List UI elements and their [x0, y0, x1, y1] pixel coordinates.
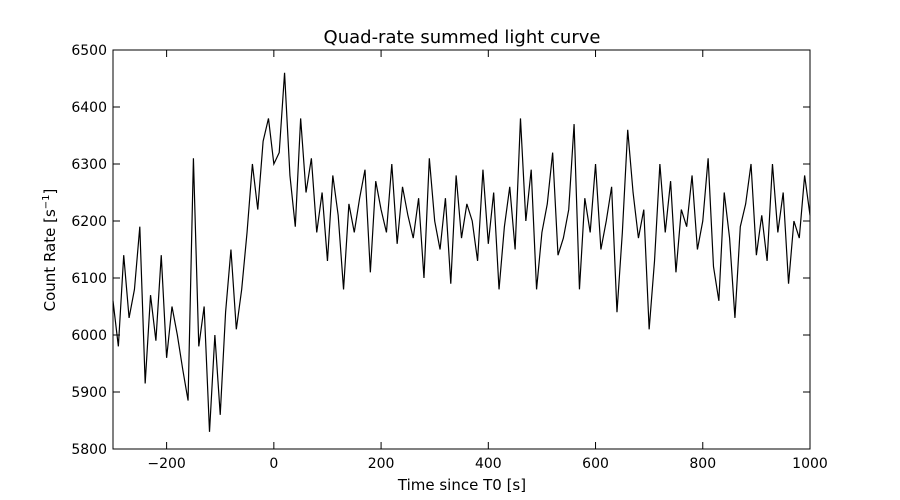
y-tick-label: 6400 [71, 100, 107, 116]
y-tick-label: 5800 [71, 442, 107, 458]
x-tick-label: −200 [147, 456, 185, 472]
plot-frame [112, 49, 811, 450]
x-tick-label: 1000 [792, 456, 828, 472]
y-tick-label: 5900 [71, 385, 107, 401]
y-axis-title-close: ] [41, 189, 59, 195]
y-tick-label: 6300 [71, 157, 107, 173]
plot-area: −200 0 200 400 600 800 1000 5800 5900 6000 6100 62… [71, 43, 827, 472]
y-axis-ticks: 5800 5900 6000 6100 6200 6300 6400 6500 [71, 43, 810, 458]
light-curve-line [112, 72, 811, 432]
y-axis-title: Count Rate [s−1] [41, 189, 59, 312]
y-axis-title-main: Count Rate [s [41, 209, 59, 311]
y-tick-label: 6000 [71, 328, 107, 344]
chart-title: Quad-rate summed light curve [324, 27, 601, 48]
y-tick-label: 6100 [71, 271, 107, 287]
y-tick-label: 6500 [71, 43, 107, 59]
x-axis-title: Time since T0 [s] [397, 476, 526, 494]
x-tick-label: 800 [689, 456, 716, 472]
x-axis-ticks: −200 0 200 400 600 800 1000 [147, 50, 828, 472]
x-tick-label: 200 [368, 456, 395, 472]
x-tick-label: 0 [269, 456, 278, 472]
y-tick-label: 6200 [71, 214, 107, 230]
x-tick-label: 600 [582, 456, 609, 472]
y-axis-title-exponent: −1 [41, 194, 52, 209]
x-tick-label: 400 [475, 456, 502, 472]
